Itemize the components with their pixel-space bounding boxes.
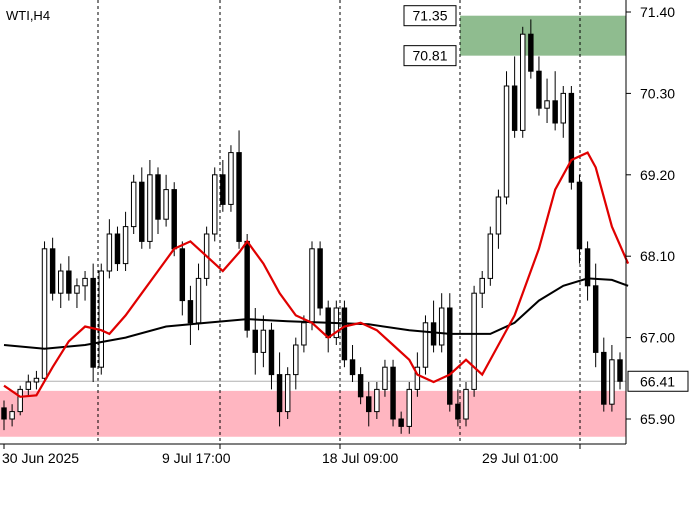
candle-body: [33, 377, 40, 383]
candle-body: [220, 174, 226, 205]
candle-body: [552, 100, 558, 124]
candle-body: [520, 33, 526, 131]
candle-body: [139, 181, 145, 242]
candle-body: [503, 85, 510, 198]
candle-body: [568, 92, 575, 183]
candle-body: [49, 248, 56, 294]
candle-body: [179, 248, 186, 302]
candle-body: [592, 285, 599, 353]
zone-label-box: [403, 5, 457, 27]
ma-fast-line: [3, 151, 630, 398]
candle-body: [560, 92, 566, 124]
candle-body: [171, 189, 177, 250]
candle-body: [357, 374, 364, 398]
candle-body: [576, 181, 583, 250]
candle-body: [447, 307, 453, 405]
candle-body: [114, 233, 121, 265]
candle-body: [584, 248, 591, 287]
candle-body: [601, 351, 607, 405]
candle-body: [528, 33, 534, 72]
candle-body: [25, 381, 32, 390]
candle-body: [544, 100, 550, 109]
candle-body: [268, 329, 275, 376]
candle-body: [487, 233, 494, 279]
candle-body: [17, 388, 23, 413]
candle-body: [66, 270, 72, 294]
zone-label: 71.35: [412, 8, 447, 24]
candle-body: [609, 359, 615, 405]
candle-body: [122, 226, 129, 265]
candle-body: [301, 322, 307, 346]
x-tick-label: 30 Jun 2025: [2, 450, 79, 466]
candle-body: [236, 152, 242, 242]
candle-body: [438, 307, 445, 346]
y-tick-label: 71.40: [640, 4, 675, 20]
candle-body: [74, 285, 80, 294]
candle-body: [422, 322, 429, 368]
candle-body: [293, 344, 299, 376]
candle-body: [536, 70, 542, 109]
candle-body: [276, 374, 283, 413]
candle-body: [341, 307, 348, 361]
candle-body: [471, 292, 477, 390]
candle-body: [90, 277, 96, 368]
candle-body: [147, 174, 153, 242]
candle-body: [9, 411, 15, 420]
support-zone: [0, 390, 626, 437]
ma-slow-line: [3, 277, 629, 350]
y-tick-label: 69.20: [640, 167, 675, 183]
x-tick-label: 29 Jul 01:00: [482, 450, 558, 466]
x-tick-label: 18 Jul 09:00: [322, 450, 398, 466]
candle-body: [106, 233, 113, 272]
symbol-label: WTI,H4: [6, 8, 50, 23]
candle-body: [309, 248, 315, 324]
candle-body: [349, 359, 356, 376]
candle-body: [252, 329, 258, 353]
candle-body: [228, 152, 234, 205]
x-tick-label: 9 Jul 17:00: [162, 450, 231, 466]
candle-body: [374, 388, 380, 413]
candle-body: [244, 240, 250, 331]
zone-label: 70.81: [412, 48, 447, 64]
candle-body: [430, 322, 437, 346]
candle-body: [455, 403, 461, 420]
candle-body: [187, 300, 194, 324]
candle-body: [390, 366, 396, 420]
y-tick-label: 70.30: [640, 85, 675, 101]
candle-body: [479, 277, 485, 294]
last-price-label: 66.41: [640, 373, 675, 389]
candle-body: [82, 277, 88, 287]
candle-body: [260, 329, 267, 353]
y-tick-label: 68.10: [640, 248, 675, 264]
candle-body: [617, 359, 623, 382]
candle-body: [414, 366, 421, 390]
candle-body: [284, 374, 291, 413]
resistance-zone: [460, 15, 626, 56]
candle-body: [366, 396, 372, 413]
candle-body: [130, 181, 137, 228]
candle-body: [195, 277, 202, 324]
candle-body: [511, 85, 518, 131]
candle-body: [495, 196, 502, 235]
candle-body: [212, 174, 218, 235]
candle-body: [463, 388, 469, 420]
candle-body: [317, 248, 323, 309]
candle-body: [1, 407, 7, 420]
candle-body: [163, 189, 169, 220]
candle-body: [398, 418, 404, 427]
y-tick-label: 65.90: [640, 411, 675, 427]
candle-body: [98, 270, 104, 368]
candle-body: [382, 366, 388, 390]
y-tick-label: 67.00: [640, 330, 675, 346]
last-price-box: [627, 370, 689, 392]
candle-body: [41, 248, 48, 379]
candle-body: [155, 174, 161, 220]
candle-body: [406, 388, 412, 427]
zone-label-box: [403, 45, 457, 67]
candle-body: [58, 270, 64, 294]
